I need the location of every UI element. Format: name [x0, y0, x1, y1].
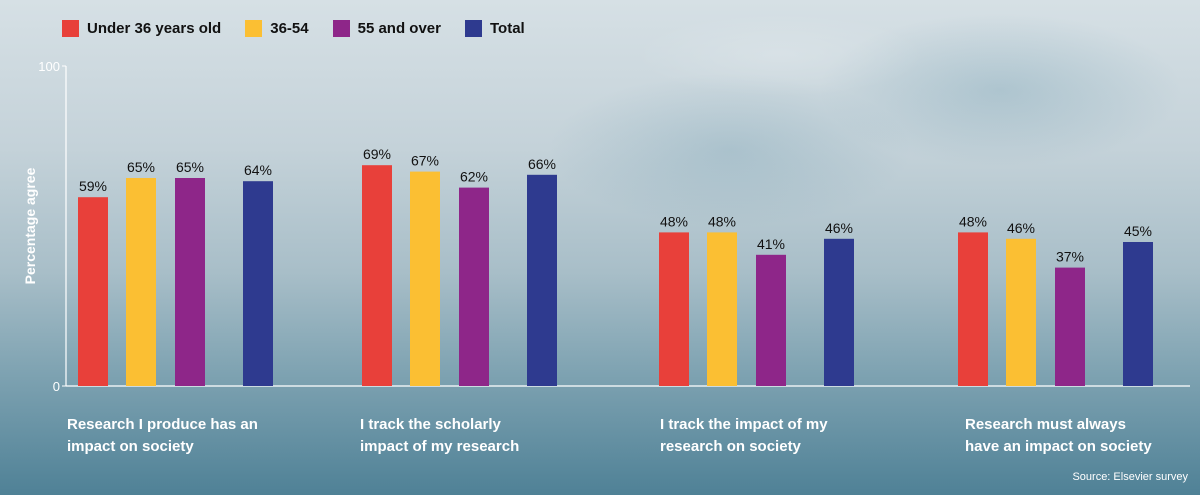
category-label: Research I produce has an	[67, 416, 258, 433]
bar	[1123, 242, 1153, 386]
bar-value-label: 48%	[660, 213, 688, 229]
bar-value-label: 46%	[1007, 220, 1035, 236]
legend-item-total: Total	[464, 20, 525, 37]
y-tick-label: 0	[53, 379, 60, 394]
bar	[459, 187, 489, 386]
category-label: Research must always	[965, 416, 1126, 433]
bar	[175, 178, 205, 386]
bar-value-label: 62%	[460, 169, 488, 185]
bar	[707, 232, 737, 386]
bar-value-label: 67%	[411, 153, 439, 169]
bar	[756, 254, 786, 386]
legend-swatch-under-36	[62, 20, 79, 37]
bar	[410, 171, 440, 386]
legend-label-36-54: 36-54	[270, 20, 309, 37]
category-label: research on society	[660, 438, 802, 455]
bar	[1055, 267, 1085, 386]
bar-value-label: 59%	[79, 178, 107, 194]
category-label: impact of my research	[360, 438, 519, 455]
category-label: impact on society	[67, 438, 194, 455]
bar-value-label: 48%	[708, 213, 736, 229]
bar-value-label: 45%	[1124, 223, 1152, 239]
bar-value-label: 69%	[363, 146, 391, 162]
bar	[243, 181, 273, 386]
bar	[527, 174, 557, 386]
bar-value-label: 64%	[244, 162, 272, 178]
bar-value-label: 41%	[757, 236, 785, 252]
legend-label-total: Total	[489, 20, 525, 37]
bar	[659, 232, 689, 386]
bar	[958, 232, 988, 386]
bar	[78, 197, 108, 386]
y-axis-label: Percentage agree	[22, 167, 38, 284]
bar	[824, 238, 854, 386]
legend-swatch-36-54	[245, 20, 263, 37]
legend-swatch-55-over	[332, 20, 350, 37]
category-label: I track the scholarly	[360, 416, 502, 433]
source-note: Source: Elsevier survey	[1072, 471, 1188, 483]
legend-item-36-54: 36-54	[245, 20, 309, 37]
bar-value-label: 65%	[176, 159, 204, 175]
legend-label-55-over: 55 and over	[357, 20, 441, 37]
category-label: I track the impact of my	[660, 416, 828, 433]
bar-value-label: 46%	[825, 220, 853, 236]
legend-item-under-36: Under 36 years old	[62, 20, 221, 37]
bar-value-label: 37%	[1056, 249, 1084, 265]
legend-item-55-over: 55 and over	[332, 20, 441, 37]
legend-swatch-total	[464, 20, 482, 37]
bar-value-label: 65%	[127, 159, 155, 175]
legend: Under 36 years old 36-54 55 and over Tot…	[62, 20, 549, 37]
category-label: have an impact on society	[965, 438, 1152, 455]
legend-label-under-36: Under 36 years old	[87, 20, 222, 37]
bar	[1006, 238, 1036, 386]
bar	[362, 165, 392, 386]
bar	[126, 178, 156, 386]
bar-value-label: 48%	[959, 213, 987, 229]
bar-value-label: 66%	[528, 156, 556, 172]
y-tick-label: 100	[38, 59, 60, 74]
